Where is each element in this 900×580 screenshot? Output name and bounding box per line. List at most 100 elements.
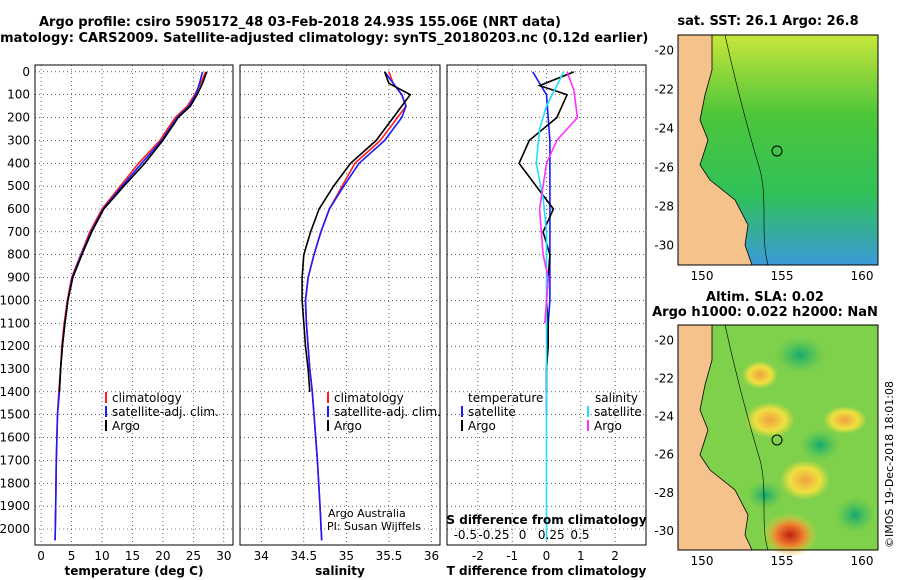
map-sla-anomaly <box>835 497 875 533</box>
header-line1: Argo profile: csiro 5905172_48 03-Feb-20… <box>39 15 561 30</box>
legend-satellite: satellite-adj. clim. <box>334 405 441 419</box>
legend-swatch-satellite <box>105 406 107 417</box>
depth-tick-label: 1100 <box>0 316 30 330</box>
map-sla-frame <box>677 324 879 551</box>
legend-s-argo: Argo <box>594 419 622 433</box>
map-y-tick-label: -24 <box>654 410 674 424</box>
depth-tick-label: 1900 <box>0 499 30 513</box>
legend-temperature-heading: temperature <box>468 391 543 405</box>
map-sla-anomaly <box>780 460 830 500</box>
legend-swatch-t-argo <box>461 420 463 431</box>
x-axis-label: temperature (deg C) <box>65 564 204 578</box>
depth-tick-label: 500 <box>7 179 30 193</box>
legend-argo: Argo <box>112 419 140 433</box>
series-line-salinity-satellite <box>535 71 565 541</box>
map-sst-axis-ticks: 150 155 160 -20 -22 -24 -26 -28 -30 <box>654 44 873 283</box>
map-sst-argo-marker <box>771 145 783 157</box>
series-line-satellite-adj-clim- <box>304 71 407 541</box>
map-y-tick-label: -26 <box>654 161 674 175</box>
map-sla-anomaly <box>742 361 778 389</box>
legend-swatch-climatology <box>327 392 329 403</box>
temperature-panel: 0 5 10 15 20 25 30 temperature (deg C) <box>34 64 234 578</box>
map-sla-coastline <box>699 325 753 551</box>
x-tick-label: -1 <box>506 549 518 563</box>
series-line-satellite-adj-clim- <box>54 71 204 541</box>
depth-tick-label: 600 <box>7 202 30 216</box>
map-sla-title1: Altim. SLA: 0.02 <box>706 290 824 305</box>
depth-tick-label: 1400 <box>0 385 30 399</box>
legend-climatology: climatology <box>112 391 182 405</box>
depth-tick-label: 200 <box>7 111 30 125</box>
depth-tick-label: 1500 <box>0 408 30 422</box>
legend-t-satellite: satellite <box>468 405 516 419</box>
series-line-temperature-argo <box>518 71 575 392</box>
series-line-salinity-argo <box>538 71 579 324</box>
depth-tick-label: 800 <box>7 248 30 262</box>
depth-tick-label: 400 <box>7 156 30 170</box>
map-y-tick-label: -20 <box>654 44 674 58</box>
legend-swatch-argo <box>105 420 107 431</box>
x-tick-label: 35.5 <box>376 549 403 563</box>
map-sst-title: sat. SST: 26.1 Argo: 26.8 <box>677 14 858 29</box>
top-tick-label: 0.25 <box>538 528 565 542</box>
legend-s-satellite: satellite <box>594 405 642 419</box>
x-axis-label: salinity <box>315 564 365 578</box>
legend-swatch-climatology <box>105 392 107 403</box>
map-y-tick-label: -30 <box>654 239 674 253</box>
map-sst-land <box>678 35 752 265</box>
depth-tick-label: 2000 <box>0 522 30 536</box>
map-x-tick-label: 160 <box>851 554 874 568</box>
map-x-tick-label: 155 <box>771 269 794 283</box>
legend-swatch-s-argo <box>587 420 589 431</box>
map-sla-anomaly <box>762 513 818 557</box>
x-tick-label: 30 <box>216 549 231 563</box>
x-tick-label: 15 <box>125 549 140 563</box>
map-x-tick-label: 150 <box>691 554 714 568</box>
legend-swatch-satellite <box>327 406 329 417</box>
map-sla-anomaly <box>747 481 783 509</box>
x-tick-label: 0 <box>543 549 551 563</box>
map-y-tick-label: -22 <box>654 83 674 97</box>
map-y-tick-label: -28 <box>654 486 674 500</box>
plot-frame <box>34 64 234 546</box>
depth-tick-label: 1000 <box>0 293 30 307</box>
map-y-tick-label: -26 <box>654 448 674 462</box>
map-sla-title2: Argo h1000: 0.022 h2000: NaN <box>652 305 878 320</box>
top-tick-label: 0.5 <box>570 528 589 542</box>
legend-climatology: climatology <box>334 391 404 405</box>
x-tick-label: 2 <box>611 549 619 563</box>
difference-legend: temperature satellite Argo salinity sate… <box>461 391 642 433</box>
map-sst-isobath <box>724 34 769 266</box>
map-sst-coastline <box>699 35 753 266</box>
legend-satellite: satellite-adj. clim. <box>112 405 219 419</box>
map-sla <box>677 324 879 557</box>
credit-line2: PI: Susan Wijffels <box>327 520 421 533</box>
plot-frame <box>239 64 441 546</box>
x-tick-label: 25 <box>186 549 201 563</box>
x-axis-label: T difference from climatology <box>447 564 647 578</box>
map-y-tick-label: -24 <box>654 122 674 136</box>
depth-tick-label: 1300 <box>0 362 30 376</box>
x-tick-label: 35 <box>339 549 354 563</box>
map-y-tick-label: -28 <box>654 200 674 214</box>
map-sla-anomaly <box>800 429 840 461</box>
x-tick-label: 20 <box>155 549 170 563</box>
salinity-panel: 34 34.5 35 35.5 36 salinity <box>239 64 441 578</box>
map-sst-frame <box>677 34 879 266</box>
legend-argo: Argo <box>334 419 362 433</box>
depth-tick-label: 1800 <box>0 476 30 490</box>
map-sla-anomaly <box>745 402 795 438</box>
x-tick-label: 5 <box>68 549 76 563</box>
top-tick-label: -0.5 <box>454 528 477 542</box>
map-x-tick-label: 160 <box>851 269 874 283</box>
map-sla-argo-marker <box>771 434 783 446</box>
series-line-climatology <box>54 71 207 541</box>
x-tick-label: 0 <box>37 549 45 563</box>
salinity-legend: climatology satellite-adj. clim. Argo <box>327 391 441 433</box>
map-sla-axis-ticks: 150 155 160 -20 -22 -24 -26 -28 -30 <box>654 333 873 568</box>
header-line2: Climatology: CARS2009. Satellite-adjuste… <box>0 31 648 46</box>
depth-tick-label: 300 <box>7 133 30 147</box>
depth-tick-label: 1600 <box>0 431 30 445</box>
